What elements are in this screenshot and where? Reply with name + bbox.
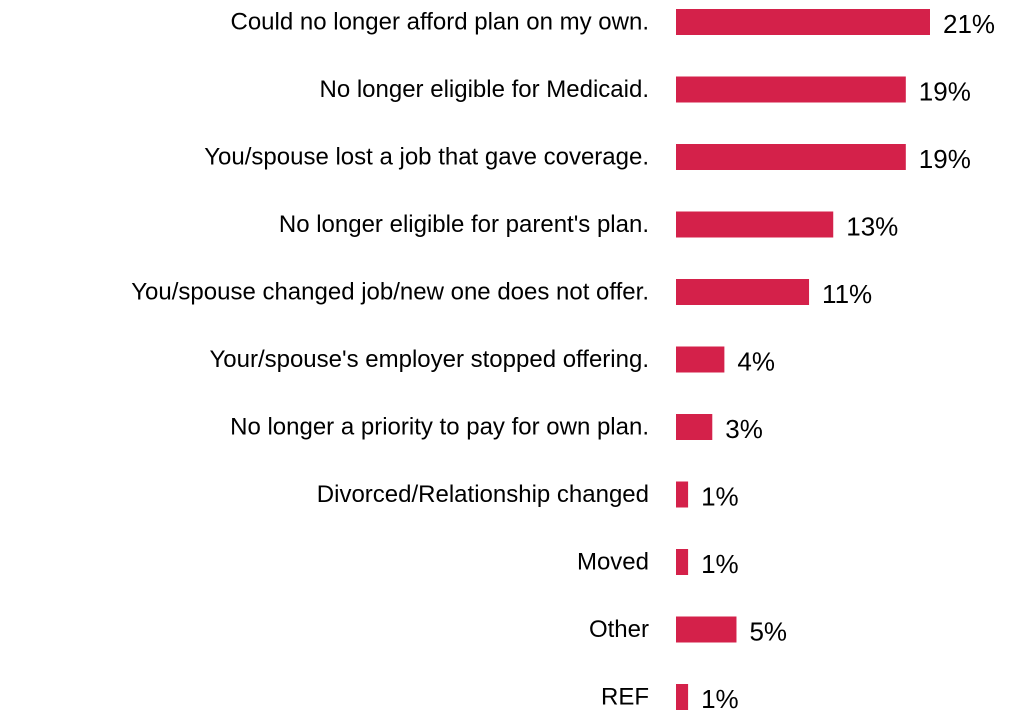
bar <box>676 144 906 170</box>
category-label: You/spouse lost a job that gave coverage… <box>204 144 649 171</box>
bar <box>676 9 930 35</box>
value-label: 4% <box>737 347 775 377</box>
value-label: 19% <box>919 144 971 174</box>
bar <box>676 684 689 710</box>
category-label: Could no longer afford plan on my own. <box>231 9 650 36</box>
bar <box>676 76 906 103</box>
category-label: You/spouse changed job/new one does not … <box>131 279 649 306</box>
category-label: REF <box>601 684 649 711</box>
bar <box>676 481 689 508</box>
value-label: 13% <box>846 212 898 242</box>
value-label: 3% <box>725 414 763 444</box>
bar <box>676 346 725 373</box>
category-label: Moved <box>577 549 649 576</box>
category-label: No longer a priority to pay for own plan… <box>230 414 649 441</box>
value-label: 11% <box>822 279 872 309</box>
value-label: 1% <box>701 482 739 512</box>
category-label: Other <box>589 616 649 643</box>
category-label: No longer eligible for parent's plan. <box>279 211 649 238</box>
category-label: Your/spouse's employer stopped offering. <box>209 346 649 373</box>
category-label: Divorced/Relationship changed <box>317 481 649 508</box>
bar <box>676 414 713 440</box>
value-label: 1% <box>701 684 739 714</box>
chart-rows: Could no longer afford plan on my own. 21… <box>131 9 995 715</box>
bar <box>676 549 689 575</box>
bar <box>676 279 810 305</box>
value-label: 19% <box>919 77 971 107</box>
bar <box>676 211 834 238</box>
value-label: 21% <box>943 9 995 39</box>
value-label: 5% <box>749 617 787 647</box>
category-label: No longer eligible for Medicaid. <box>319 76 649 103</box>
value-label: 1% <box>701 549 739 579</box>
bar <box>676 616 737 643</box>
